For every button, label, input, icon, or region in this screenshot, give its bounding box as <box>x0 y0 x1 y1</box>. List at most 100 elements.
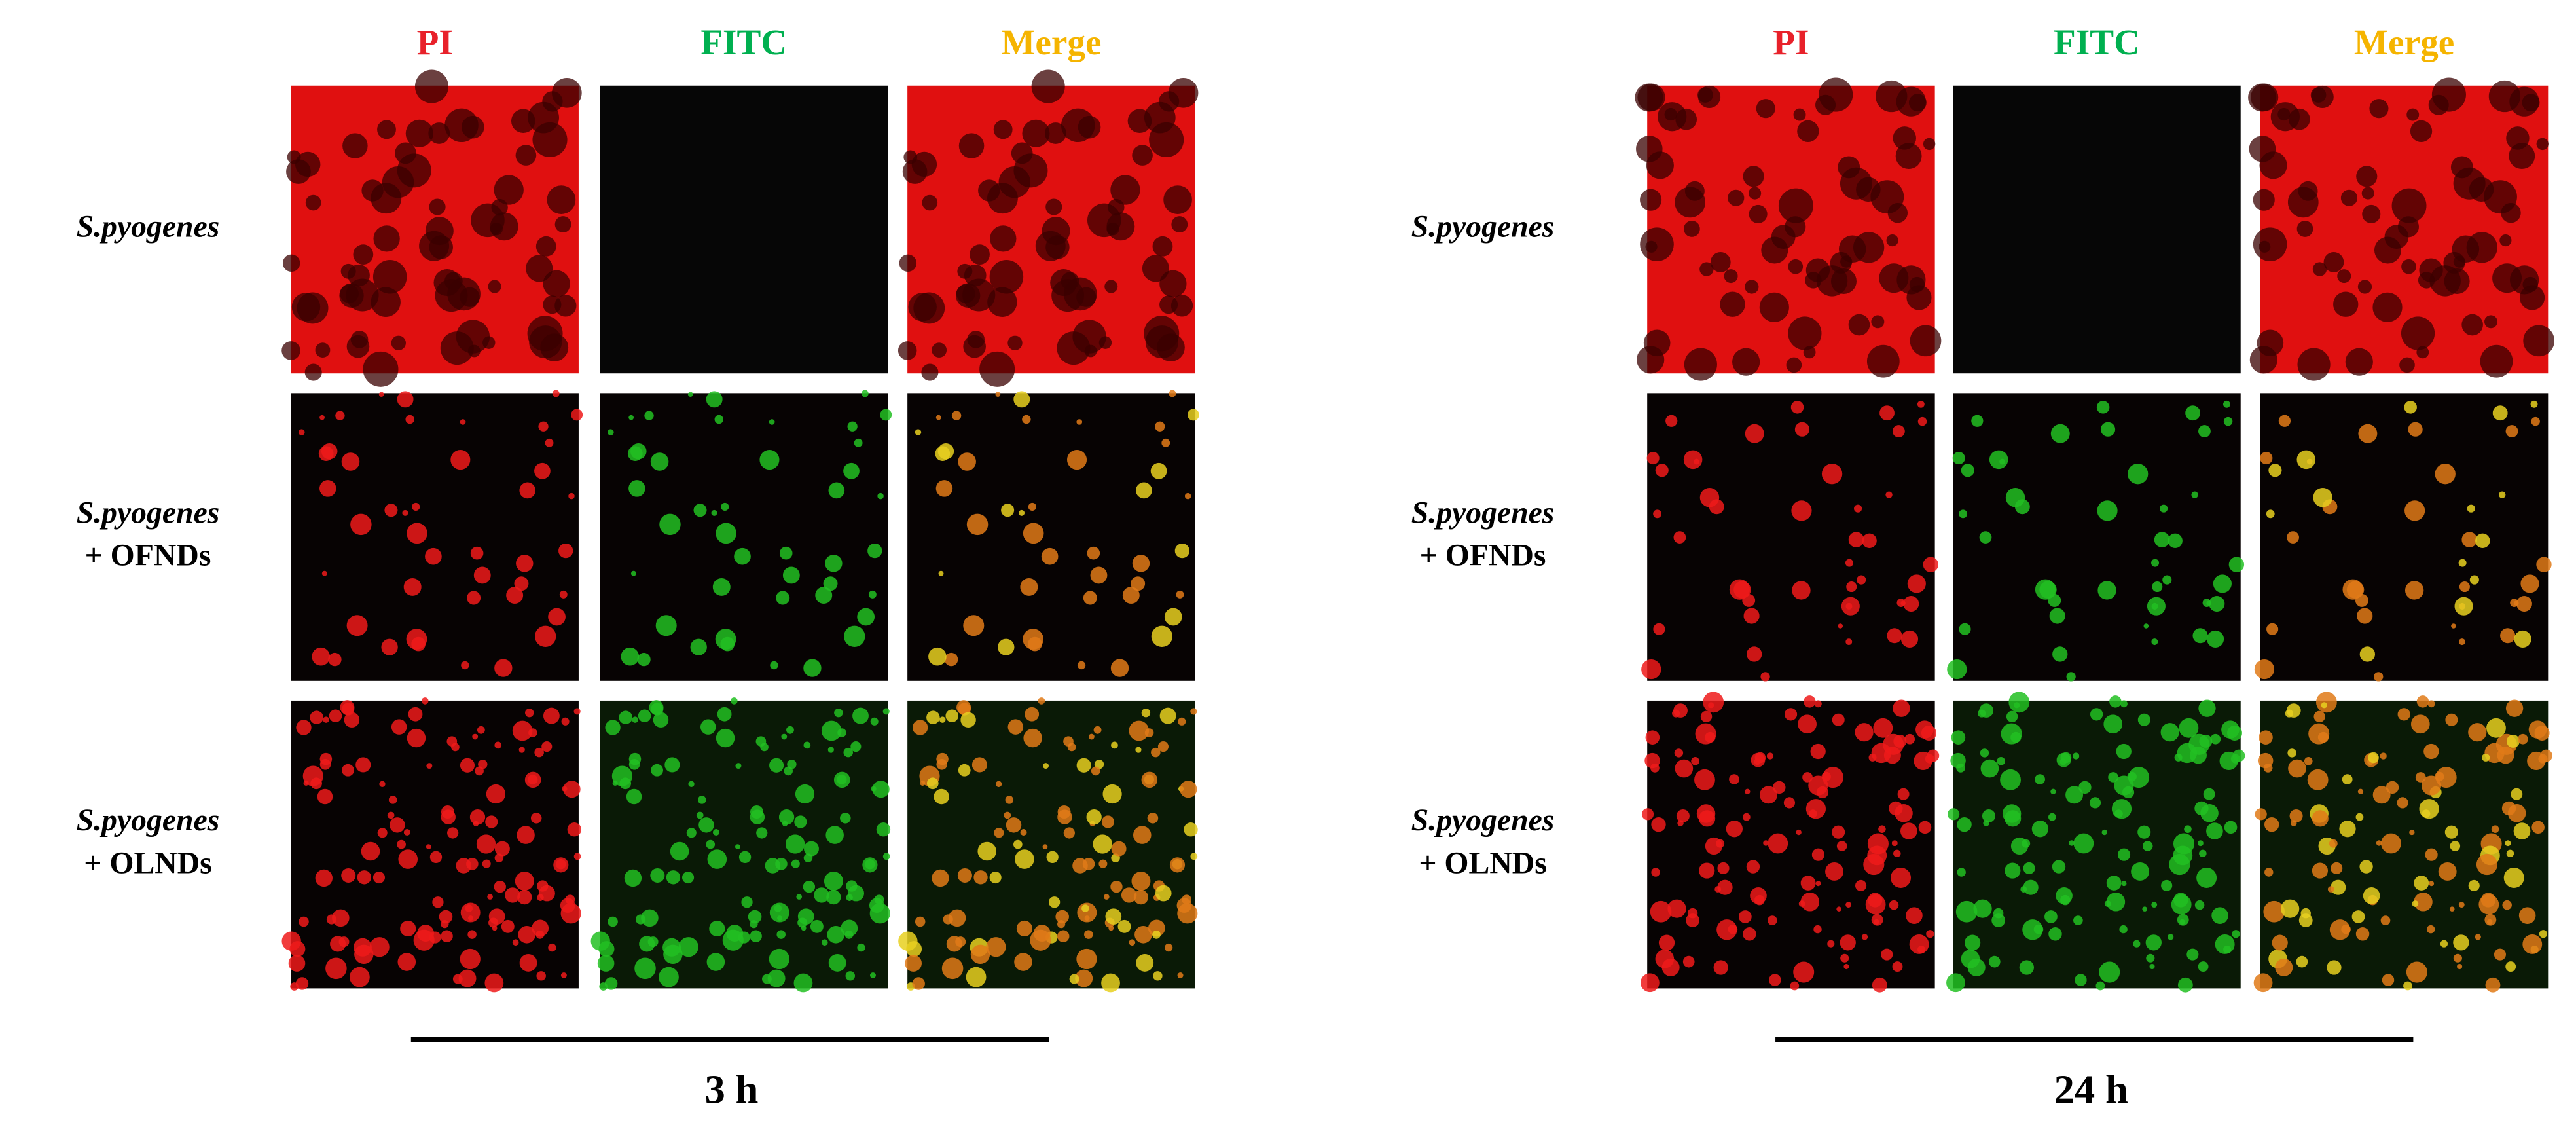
column-header: PI <box>1773 22 1809 62</box>
cell-cluster <box>2174 753 2183 762</box>
dark-patch <box>2253 227 2287 261</box>
dark-patch <box>1142 255 1169 282</box>
cell-cluster <box>1923 557 1938 572</box>
cell-cluster <box>2072 752 2080 760</box>
cell-cluster <box>2286 703 2301 718</box>
dark-patch <box>488 280 501 293</box>
cell-cluster <box>748 910 762 924</box>
cell-cluster <box>1665 415 1678 427</box>
dark-patch <box>304 363 322 381</box>
dark-patch <box>2419 258 2443 282</box>
cell-cluster <box>848 885 864 902</box>
cell-cluster <box>814 887 829 903</box>
dark-patch <box>1793 108 1806 121</box>
cell-cluster <box>994 828 1004 838</box>
cell-cluster <box>541 741 553 752</box>
cell-cluster <box>2351 910 2365 923</box>
cell-cluster <box>2327 886 2334 893</box>
cell-cluster <box>2287 748 2296 758</box>
cell-cluster <box>2363 887 2380 904</box>
cell-cluster <box>2412 900 2419 907</box>
cell-cluster <box>1965 934 1981 951</box>
cell-cluster <box>517 826 535 844</box>
cell-cluster <box>939 716 946 723</box>
cell-cluster <box>2137 713 2150 726</box>
cell-cluster <box>517 890 532 905</box>
micrograph <box>898 69 1199 387</box>
cell-cluster <box>1101 815 1115 828</box>
cell-cluster <box>524 771 541 788</box>
cell-cluster <box>1840 953 1849 963</box>
cell-cluster <box>634 957 656 980</box>
cell-cluster <box>421 697 429 705</box>
cell-cluster <box>545 438 554 447</box>
dark-patch <box>348 264 370 287</box>
cell-cluster <box>827 925 845 944</box>
cell-cluster <box>995 392 1001 397</box>
cell-cluster <box>2142 841 2153 851</box>
dark-patch <box>1664 107 1677 121</box>
cell-cluster <box>2065 786 2084 804</box>
cell-cluster <box>319 480 336 497</box>
cell-cluster <box>1180 781 1197 798</box>
cell-cluster <box>663 944 683 965</box>
cell-cluster <box>1007 719 1024 735</box>
dark-patch <box>1045 235 1070 259</box>
dark-patch <box>282 254 300 272</box>
dark-patch <box>1163 185 1192 214</box>
cell-cluster <box>711 509 717 516</box>
cell-cluster <box>1769 974 1781 986</box>
cell-cluster <box>1809 809 1817 818</box>
cell-cluster <box>1909 934 1929 954</box>
cell-cluster <box>624 869 642 887</box>
cell-cluster <box>1105 908 1122 925</box>
cell-cluster <box>1959 623 1971 635</box>
cell-cluster <box>1169 857 1186 873</box>
cell-cluster <box>2121 881 2127 887</box>
cell-cluster <box>372 871 386 884</box>
cell-cluster <box>776 591 790 605</box>
cell-cluster <box>2056 887 2073 904</box>
cell-cluster <box>870 717 879 726</box>
cell-cluster <box>2196 867 2217 888</box>
cell-cluster <box>354 944 374 965</box>
cell-cluster <box>1676 809 1690 822</box>
cell-cluster <box>2215 934 2235 954</box>
cell-cluster <box>477 726 485 734</box>
cell-cluster <box>2207 630 2224 648</box>
cell-cluster <box>1658 934 1675 951</box>
cell-cluster <box>2184 825 2192 833</box>
cell-cluster <box>1904 733 1915 745</box>
cell-cluster <box>561 717 570 726</box>
cell-cluster <box>1081 904 1089 912</box>
cell-cluster <box>781 733 788 740</box>
cell-cluster <box>653 712 669 728</box>
cell-cluster <box>1023 523 1044 544</box>
image-background <box>1647 393 1935 681</box>
cell-cluster <box>398 849 418 869</box>
cell-cluster <box>1810 743 1826 760</box>
cell-cluster <box>1646 452 1660 465</box>
cell-cluster <box>2531 821 2545 834</box>
cell-cluster <box>2168 533 2183 548</box>
cell-cluster <box>425 547 442 565</box>
dark-patch <box>547 185 576 214</box>
cell-cluster <box>494 741 502 749</box>
cell-cluster <box>1900 630 1919 648</box>
cell-cluster <box>960 712 976 728</box>
dark-patch <box>1072 320 1106 354</box>
cell-cluster <box>1641 659 1661 680</box>
cell-cluster <box>913 720 928 735</box>
row-treatment: + OLNDs <box>84 845 212 880</box>
dark-patch <box>2520 285 2545 310</box>
cell-cluster <box>1948 808 1960 821</box>
dark-patch <box>2356 166 2378 187</box>
cell-cluster <box>1086 809 1102 825</box>
cell-cluster <box>833 771 850 788</box>
micrograph <box>291 390 583 681</box>
cell-cluster <box>1184 492 1191 500</box>
cell-cluster <box>712 828 719 836</box>
cell-cluster <box>867 543 882 559</box>
cell-cluster <box>2142 906 2147 912</box>
cell-cluster <box>2404 581 2424 600</box>
